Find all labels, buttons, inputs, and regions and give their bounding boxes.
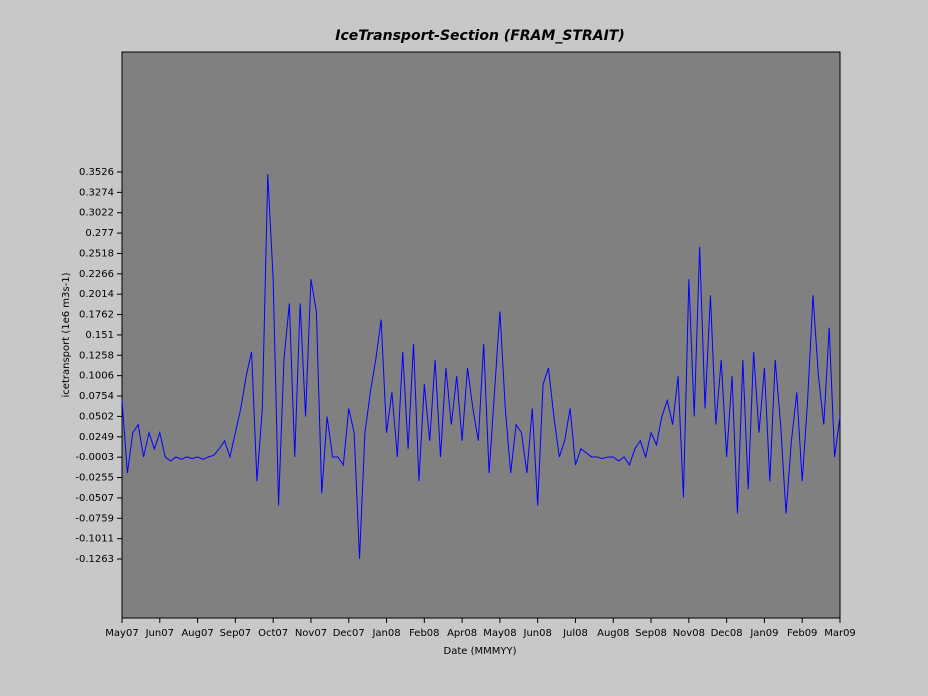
y-tick-label: -0.1011 [75,534,114,545]
y-tick-label: -0.0003 [75,452,114,463]
x-tick-label: Nov07 [295,628,327,639]
y-tick-label: 0.3022 [79,208,114,219]
x-tick-label: Jun08 [523,628,552,639]
x-tick-label: Jan08 [371,628,400,639]
y-tick-label: 0.1006 [79,371,114,382]
x-tick-label: Apr08 [447,628,477,639]
y-tick-label: 0.1762 [79,310,114,321]
x-tick-label: Oct07 [258,628,288,639]
y-tick-label: 0.3526 [79,167,114,178]
x-tick-label: Dec07 [333,628,365,639]
x-axis-label: Date (MMMYY) [444,646,517,657]
x-tick-label: Feb08 [409,628,439,639]
x-tick-label: May08 [483,628,516,639]
x-tick-label: Jul08 [562,628,588,639]
y-tick-label: 0.151 [85,330,114,341]
x-tick-label: Jun07 [145,628,174,639]
x-tick-label: Sep08 [635,628,667,639]
x-tick-label: Aug07 [181,628,213,639]
data-line [121,174,841,559]
y-tick-label: -0.0255 [75,473,114,484]
y-tick-label: 0.0249 [79,432,114,443]
y-tick-label: 0.2518 [79,248,114,259]
x-tick-label: Feb09 [787,628,817,639]
x-tick-label: Mar09 [824,628,856,639]
y-tick-label: 0.0754 [79,391,114,402]
y-tick-label: -0.1263 [75,554,114,565]
x-tick-label: May07 [105,628,138,639]
x-tick-label: Jan09 [749,628,778,639]
y-tick-label: 0.0502 [79,411,114,422]
y-tick-label: 0.2014 [79,289,114,300]
x-tick-label: Aug08 [597,628,629,639]
chart-title: IceTransport-Section (FRAM_STRAIT) [335,28,624,44]
plot-area [121,51,841,619]
y-tick-label: 0.1258 [79,350,114,361]
x-tick-label: Nov08 [673,628,705,639]
x-tick-label: Dec08 [711,628,743,639]
y-tick-label: -0.0507 [75,493,114,504]
y-tick-label: 0.2266 [79,269,114,280]
y-tick-label: 0.277 [85,228,114,239]
x-tick-label: Sep07 [220,628,252,639]
y-tick-label: -0.0759 [75,513,114,524]
y-axis-label: icetransport (1e6 m3s-1) [61,272,72,397]
y-tick-label: 0.3274 [79,187,114,198]
